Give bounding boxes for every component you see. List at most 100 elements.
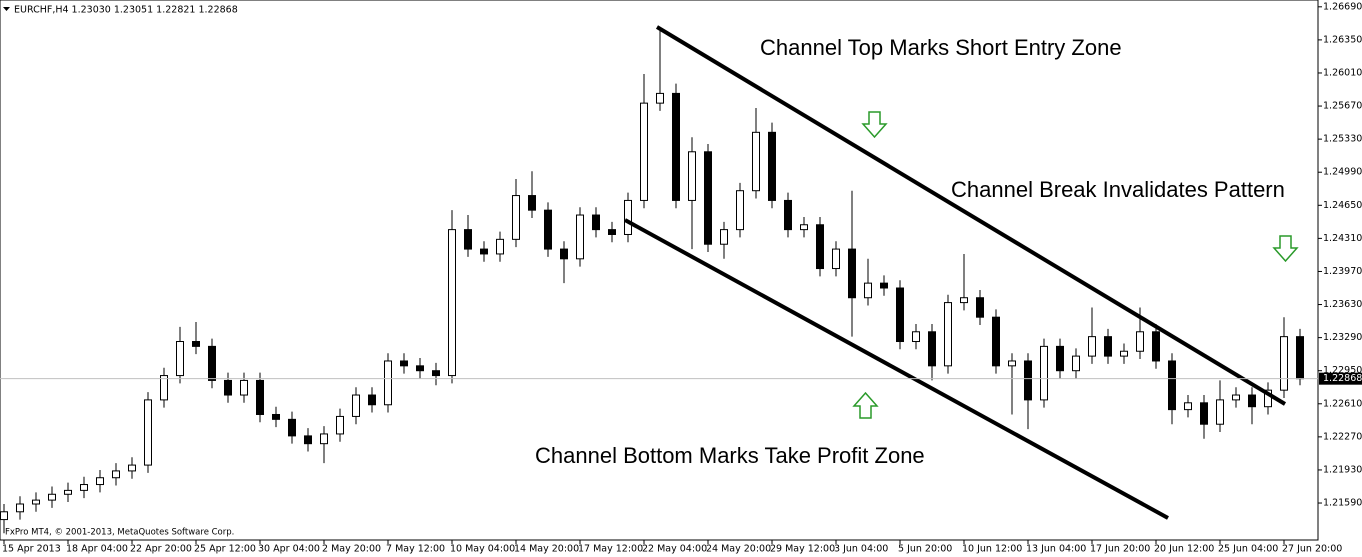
- candle-body: [992, 316, 1000, 367]
- candle-body: [192, 341, 200, 347]
- y-tick-label: 1.22610: [1323, 398, 1362, 409]
- candle-body: [240, 379, 248, 396]
- candle-body: [1168, 360, 1176, 411]
- candle-body: [832, 248, 840, 270]
- candle-body: [1136, 331, 1144, 352]
- candle-body: [1008, 360, 1016, 367]
- candle-body: [560, 248, 568, 260]
- candle-body: [16, 503, 24, 513]
- x-tick-label: 17 May 12:00: [578, 544, 643, 555]
- candle-body: [640, 102, 648, 201]
- candle-body: [784, 199, 792, 231]
- price-label-bg: [1319, 372, 1362, 385]
- candle-body: [1040, 345, 1048, 401]
- candle-body: [672, 92, 680, 201]
- candle-body: [32, 499, 40, 505]
- annotation: Channel Bottom Marks Take Profit Zone: [535, 443, 925, 468]
- candle-body: [384, 360, 392, 406]
- candle-body: [304, 435, 312, 445]
- candle-body: [64, 489, 72, 495]
- candle-body: [368, 394, 376, 406]
- candle-body: [864, 282, 872, 299]
- x-tick-label: 29 May 12:00: [770, 544, 835, 555]
- candle-body: [1024, 360, 1032, 401]
- candle-body: [624, 199, 632, 235]
- candle-body: [144, 399, 152, 466]
- candle-body: [432, 370, 440, 377]
- candle-body: [848, 248, 856, 299]
- candle-body: [48, 493, 56, 501]
- candle-body: [448, 229, 456, 377]
- candle-body: [944, 302, 952, 367]
- candle-body: [752, 131, 760, 192]
- y-tick-label: 1.22270: [1323, 431, 1362, 442]
- x-tick-label: 10 Jun 12:00: [962, 544, 1022, 555]
- arrow-down: [861, 111, 888, 139]
- arrow-up: [852, 391, 879, 419]
- candle-body: [592, 214, 600, 231]
- x-tick-label: 22 Apr 20:00: [130, 544, 192, 555]
- candle-body: [320, 433, 328, 445]
- candle-body: [336, 415, 344, 435]
- annotation: Channel Top Marks Short Entry Zone: [760, 35, 1122, 60]
- candle-body: [1104, 336, 1112, 357]
- footer: FxPro MT4, © 2001-2013, MetaQuotes Softw…: [5, 528, 234, 538]
- candle-body: [544, 209, 552, 250]
- x-tick-label: 13 Jun 04:00: [1026, 544, 1086, 555]
- channel-bottom: [624, 218, 1169, 520]
- candle-body: [96, 477, 104, 486]
- candle-body: [112, 470, 120, 479]
- candle-body: [160, 375, 168, 401]
- candle-body: [880, 282, 888, 289]
- candle-body: [704, 151, 712, 245]
- y-tick-label: 1.21590: [1323, 498, 1362, 509]
- x-tick-label: 18 Apr 04:00: [66, 544, 128, 555]
- candle-body: [1248, 394, 1256, 408]
- candle-body: [688, 151, 696, 201]
- candle-body: [608, 229, 616, 235]
- candle-body: [912, 331, 920, 343]
- candle-body: [480, 248, 488, 255]
- candle-body: [1216, 399, 1224, 425]
- plot-frame: [0, 0, 1319, 541]
- candle-body: [1072, 355, 1080, 372]
- y-tick-label: 1.22950: [1323, 365, 1362, 376]
- y-tick-label: 1.23290: [1323, 332, 1362, 343]
- candle-body: [256, 379, 264, 415]
- candle-body: [896, 287, 904, 343]
- y-tick-label: 1.24310: [1323, 233, 1362, 244]
- candle-body: [1152, 331, 1160, 362]
- candle-body: [928, 331, 936, 367]
- x-tick-label: 17 Jun 20:00: [1090, 544, 1150, 555]
- x-tick-label: 24 May 20:00: [706, 544, 771, 555]
- candle-body: [736, 190, 744, 231]
- candle-body: [272, 413, 280, 420]
- candle-body: [416, 365, 424, 372]
- candle-body: [1184, 402, 1192, 411]
- candle-body: [800, 224, 808, 231]
- y-tick-label: 1.24990: [1323, 167, 1362, 178]
- channel-top: [655, 25, 1287, 406]
- x-tick-label: 25 Apr 12:00: [194, 544, 256, 555]
- header-arrow: [3, 7, 10, 11]
- candle-body: [960, 297, 968, 304]
- candle-body: [1280, 336, 1288, 391]
- candle-body: [512, 195, 520, 240]
- x-tick-label: 22 May 04:00: [642, 544, 707, 555]
- candles: [0, 30, 1304, 534]
- candle-body: [1264, 389, 1272, 408]
- candle-body: [400, 360, 408, 367]
- y-tick-label: 1.26690: [1323, 1, 1362, 12]
- y-tick-label: 1.25670: [1323, 101, 1362, 112]
- candle-body: [128, 464, 136, 472]
- header: EURCHF,H4 1.23030 1.23051 1.22821 1.2286…: [14, 5, 238, 16]
- candle-body: [528, 195, 536, 211]
- x-tick-label: 2 May 20:00: [322, 544, 381, 555]
- candle-body: [80, 484, 88, 491]
- candle-body: [1232, 394, 1240, 401]
- candle-body: [1056, 345, 1064, 372]
- arrow-down: [1272, 235, 1299, 263]
- candle-body: [976, 297, 984, 318]
- x-tick-label: 30 Apr 04:00: [258, 544, 320, 555]
